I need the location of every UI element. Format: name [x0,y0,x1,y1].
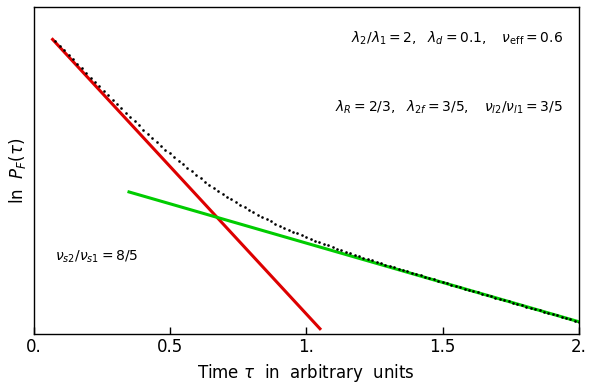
Text: $\lambda_R=2/3,$  $\lambda_{2f}=3/5,$   $\nu_{l2}/\nu_{l1}=3/5$: $\lambda_R=2/3,$ $\lambda_{2f}=3/5,$ $\n… [335,99,563,116]
Text: $\lambda_2/\lambda_1=2,$  $\lambda_d=0.1,$   $\nu_{\rm eff}=0.6$: $\lambda_2/\lambda_1=2,$ $\lambda_d=0.1,… [350,30,563,47]
Y-axis label: ln  $P_F(\tau)$: ln $P_F(\tau)$ [7,137,28,204]
Text: $\nu_{s2}/\nu_{s1}=8/5$: $\nu_{s2}/\nu_{s1}=8/5$ [55,249,139,265]
X-axis label: Time $\tau$  in  arbitrary  units: Time $\tau$ in arbitrary units [197,362,415,384]
